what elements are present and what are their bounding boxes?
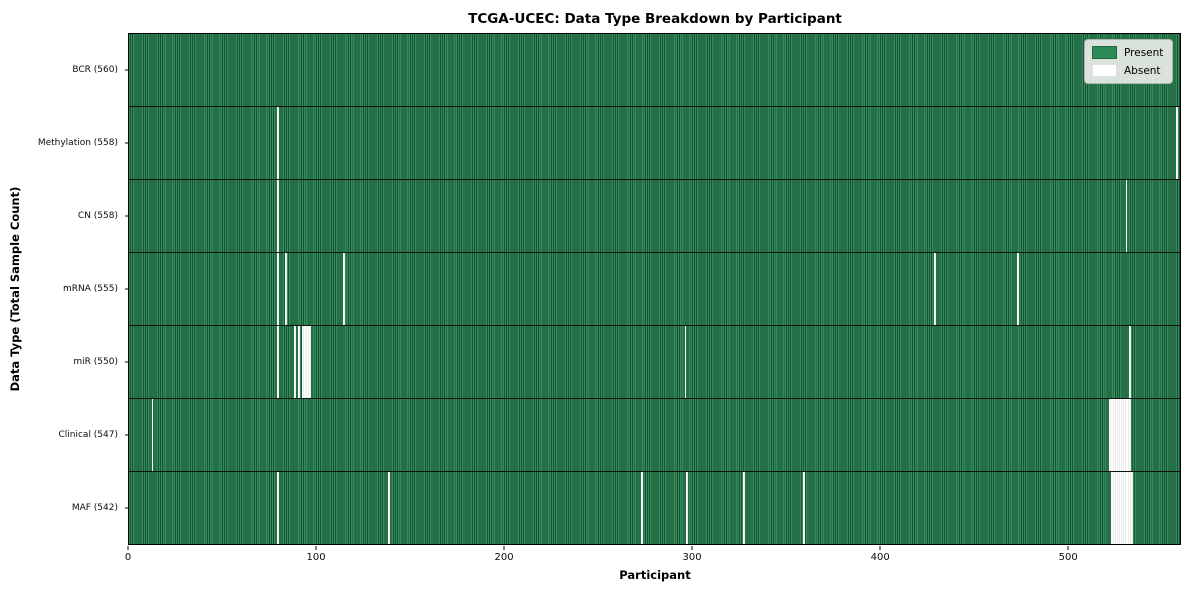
absent-stripe: [1118, 472, 1120, 544]
absent-stripe: [297, 326, 300, 398]
absent-stripe: [1125, 180, 1128, 252]
x-axis: 0 100 200 300 400 500: [124, 546, 1181, 572]
absent-stripe: [1121, 472, 1124, 544]
y-tick-mark: [124, 215, 128, 217]
absent-stripe: [1129, 326, 1132, 398]
heatmap-row-mRNA: [129, 253, 1180, 326]
y-axis: BCR (560) Methylation (558) CN (558) mRNA (…: [0, 33, 128, 545]
x-tick-label-100: 100: [306, 552, 326, 563]
y-tick-label-miR: miR (550): [73, 357, 118, 368]
absent-stripe: [1121, 399, 1124, 471]
y-tick-label-MAF: MAF (542): [71, 503, 118, 514]
absent-stripe: [151, 399, 154, 471]
absent-stripe: [1016, 253, 1019, 325]
absent-stripe: [1116, 399, 1119, 471]
absent-stripe: [802, 472, 805, 544]
x-tick-mark: [691, 546, 693, 550]
absent-stripe: [1176, 107, 1179, 179]
absent-stripe: [284, 253, 287, 325]
y-tick-mark: [124, 69, 128, 71]
absent-stripe: [294, 326, 297, 398]
absent-stripe: [1112, 399, 1115, 471]
heatmap-row-miR: [129, 326, 1180, 399]
legend-item-absent: Absent: [1092, 64, 1163, 77]
absent-stripe: [1123, 399, 1126, 471]
absent-stripe: [1110, 399, 1113, 471]
absent-stripe: [1125, 399, 1128, 471]
absent-stripe: [277, 180, 280, 252]
legend-item-present: Present: [1092, 46, 1163, 59]
y-tick-mark: [124, 361, 128, 363]
y-tick-mark: [124, 507, 128, 509]
y-tick-mark: [124, 434, 128, 436]
absent-stripe: [686, 472, 689, 544]
absent-stripe: [1131, 472, 1134, 544]
absent-stripe: [387, 472, 390, 544]
absent-stripe: [1129, 399, 1132, 471]
x-tick-label-0: 0: [124, 552, 132, 563]
absent-stripe: [1119, 472, 1122, 544]
y-tick-label-BCR: BCR (560): [72, 64, 118, 75]
absent-stripe: [1118, 399, 1120, 471]
y-tick-label-Methylation: Methylation (558): [37, 137, 118, 148]
x-tick-mark: [879, 546, 881, 550]
x-tick-label-400: 400: [870, 552, 890, 563]
absent-stripe: [1110, 472, 1113, 544]
absent-stripe: [309, 326, 312, 398]
absent-stripe: [305, 326, 308, 398]
x-tick-label-500: 500: [1058, 552, 1078, 563]
y-tick-label-CN: CN (558): [77, 210, 118, 221]
absent-swatch-icon: [1092, 64, 1117, 77]
absent-stripe: [1123, 472, 1126, 544]
x-tick-mark: [503, 546, 505, 550]
absent-stripe: [277, 253, 280, 325]
heatmap-row-Methylation: [129, 107, 1180, 180]
present-swatch-icon: [1092, 46, 1117, 59]
absent-stripe: [277, 107, 280, 179]
y-tick-mark: [124, 288, 128, 290]
absent-stripe: [1119, 399, 1122, 471]
chart-title: TCGA-UCEC: Data Type Breakdown by Partic…: [468, 11, 842, 27]
x-axis-label: Participant: [619, 568, 691, 582]
absent-stripe: [307, 326, 310, 398]
y-tick-label-mRNA: mRNA (555): [63, 284, 118, 294]
absent-stripe: [1114, 472, 1117, 544]
x-tick-mark: [1067, 546, 1069, 550]
legend-present-label: Present: [1124, 46, 1164, 59]
absent-stripe: [342, 253, 345, 325]
absent-stripe: [1125, 472, 1128, 544]
absent-stripe: [1108, 399, 1111, 471]
y-tick-label-Clinical: Clinical (547): [58, 430, 118, 441]
absent-stripe: [684, 326, 687, 398]
x-tick-mark: [315, 546, 317, 550]
heatmap-row-BCR: [129, 34, 1180, 107]
absent-stripe: [742, 472, 745, 544]
absent-stripe: [277, 472, 280, 544]
heatmap-row-CN: [129, 180, 1180, 253]
legend-absent-label: Absent: [1124, 64, 1161, 77]
absent-stripe: [641, 472, 644, 544]
absent-stripe: [1127, 472, 1130, 544]
heatmap-row-MAF: [129, 472, 1180, 544]
x-tick-label-200: 200: [494, 552, 514, 563]
y-tick-mark: [124, 142, 128, 144]
absent-stripe: [303, 326, 306, 398]
absent-stripe: [277, 326, 280, 398]
absent-stripe: [934, 253, 937, 325]
absent-stripe: [1116, 472, 1119, 544]
absent-stripe: [1112, 472, 1115, 544]
absent-stripe: [1114, 399, 1117, 471]
x-tick-mark: [127, 546, 129, 550]
absent-stripe: [1129, 472, 1132, 544]
legend: Present Absent: [1084, 39, 1174, 84]
heatmap-row-Clinical: [129, 399, 1180, 472]
absent-stripe: [301, 326, 304, 398]
x-tick-label-300: 300: [682, 552, 702, 563]
plot-area: [128, 33, 1181, 545]
absent-stripe: [1127, 399, 1130, 471]
